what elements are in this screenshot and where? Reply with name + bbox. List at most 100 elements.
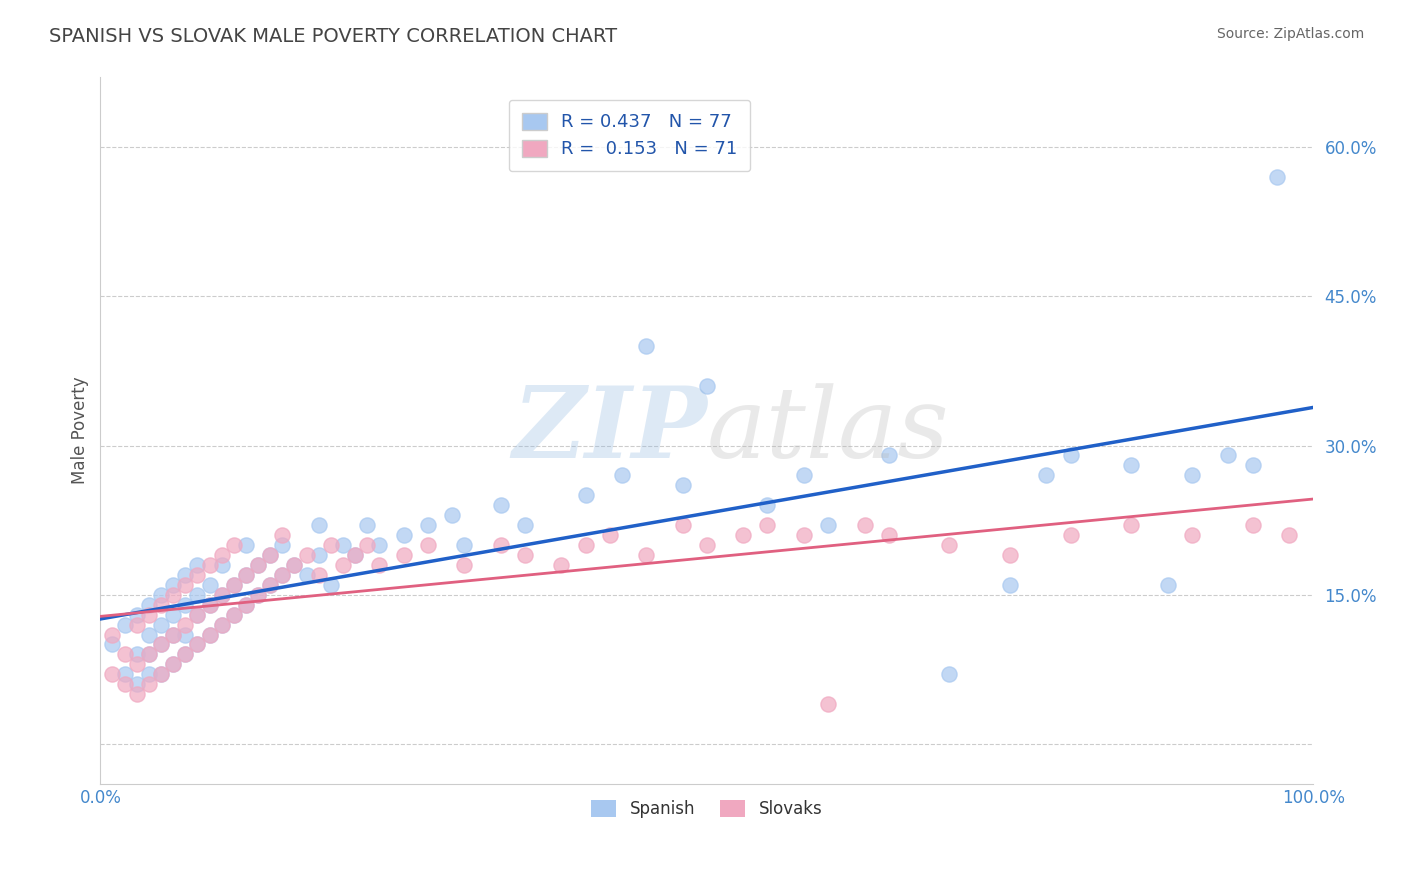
Point (138, 648, 160, 662)
Point (283, 558, 305, 572)
Point (308, 567, 330, 582)
Point (222, 538, 245, 552)
Point (696, 538, 718, 552)
Point (1181, 528, 1204, 542)
Point (114, 667, 136, 681)
Text: ZIP: ZIP (512, 383, 707, 479)
Point (392, 528, 415, 542)
Point (295, 548, 318, 562)
Point (186, 637, 208, 651)
Point (998, 548, 1021, 562)
Point (101, 627, 124, 641)
Point (271, 567, 294, 582)
Point (733, 528, 755, 542)
Point (938, 538, 960, 552)
Point (125, 607, 148, 622)
Point (235, 567, 257, 582)
Point (793, 528, 815, 542)
Point (198, 558, 221, 572)
Point (344, 548, 367, 562)
Point (1121, 518, 1143, 533)
Point (186, 567, 208, 582)
Point (125, 677, 148, 691)
Point (283, 558, 305, 572)
Point (138, 667, 160, 681)
Point (877, 449, 900, 463)
Point (222, 578, 245, 592)
Point (138, 627, 160, 641)
Point (1241, 458, 1264, 473)
Point (1265, 169, 1288, 184)
Point (150, 588, 173, 602)
Point (125, 617, 148, 632)
Point (259, 548, 281, 562)
Point (319, 578, 342, 592)
Point (198, 578, 221, 592)
Point (162, 588, 184, 602)
Point (332, 558, 354, 572)
Point (162, 657, 184, 672)
Point (513, 548, 536, 562)
Point (817, 697, 839, 711)
Point (671, 478, 693, 492)
Point (271, 538, 294, 552)
Point (793, 468, 815, 483)
Point (344, 548, 367, 562)
Point (636, 548, 658, 562)
Point (599, 528, 621, 542)
Point (853, 518, 876, 533)
Point (150, 617, 173, 632)
Point (235, 538, 257, 552)
Point (998, 578, 1021, 592)
Point (186, 588, 208, 602)
Point (138, 598, 160, 612)
Point (150, 637, 173, 651)
Point (247, 558, 270, 572)
Point (114, 617, 136, 632)
Point (150, 667, 173, 681)
Point (489, 498, 512, 512)
Point (222, 607, 245, 622)
Point (114, 648, 136, 662)
Point (235, 567, 257, 582)
Point (174, 627, 197, 641)
Point (453, 538, 475, 552)
Point (235, 598, 257, 612)
Point (162, 657, 184, 672)
Point (211, 588, 233, 602)
Point (271, 567, 294, 582)
Point (125, 657, 148, 672)
Point (186, 607, 208, 622)
Point (162, 627, 184, 641)
Point (259, 578, 281, 592)
Point (416, 538, 439, 552)
Point (138, 677, 160, 691)
Point (1035, 468, 1057, 483)
Point (162, 578, 184, 592)
Point (211, 548, 233, 562)
Point (938, 667, 960, 681)
Point (416, 518, 439, 533)
Point (174, 648, 197, 662)
Point (1241, 518, 1264, 533)
Point (138, 648, 160, 662)
Point (150, 598, 173, 612)
Point (1181, 468, 1204, 483)
Point (319, 538, 342, 552)
Text: SPANISH VS SLOVAK MALE POVERTY CORRELATION CHART: SPANISH VS SLOVAK MALE POVERTY CORRELATI… (49, 27, 617, 45)
Point (162, 607, 184, 622)
Text: atlas: atlas (707, 383, 949, 478)
Point (453, 558, 475, 572)
Point (1278, 528, 1301, 542)
Point (392, 548, 415, 562)
Point (877, 528, 900, 542)
Point (513, 518, 536, 533)
Point (222, 578, 245, 592)
Point (636, 339, 658, 353)
Point (125, 687, 148, 701)
Point (247, 588, 270, 602)
Point (368, 558, 391, 572)
Text: Source: ZipAtlas.com: Source: ZipAtlas.com (1216, 27, 1364, 41)
Point (235, 598, 257, 612)
Point (174, 617, 197, 632)
